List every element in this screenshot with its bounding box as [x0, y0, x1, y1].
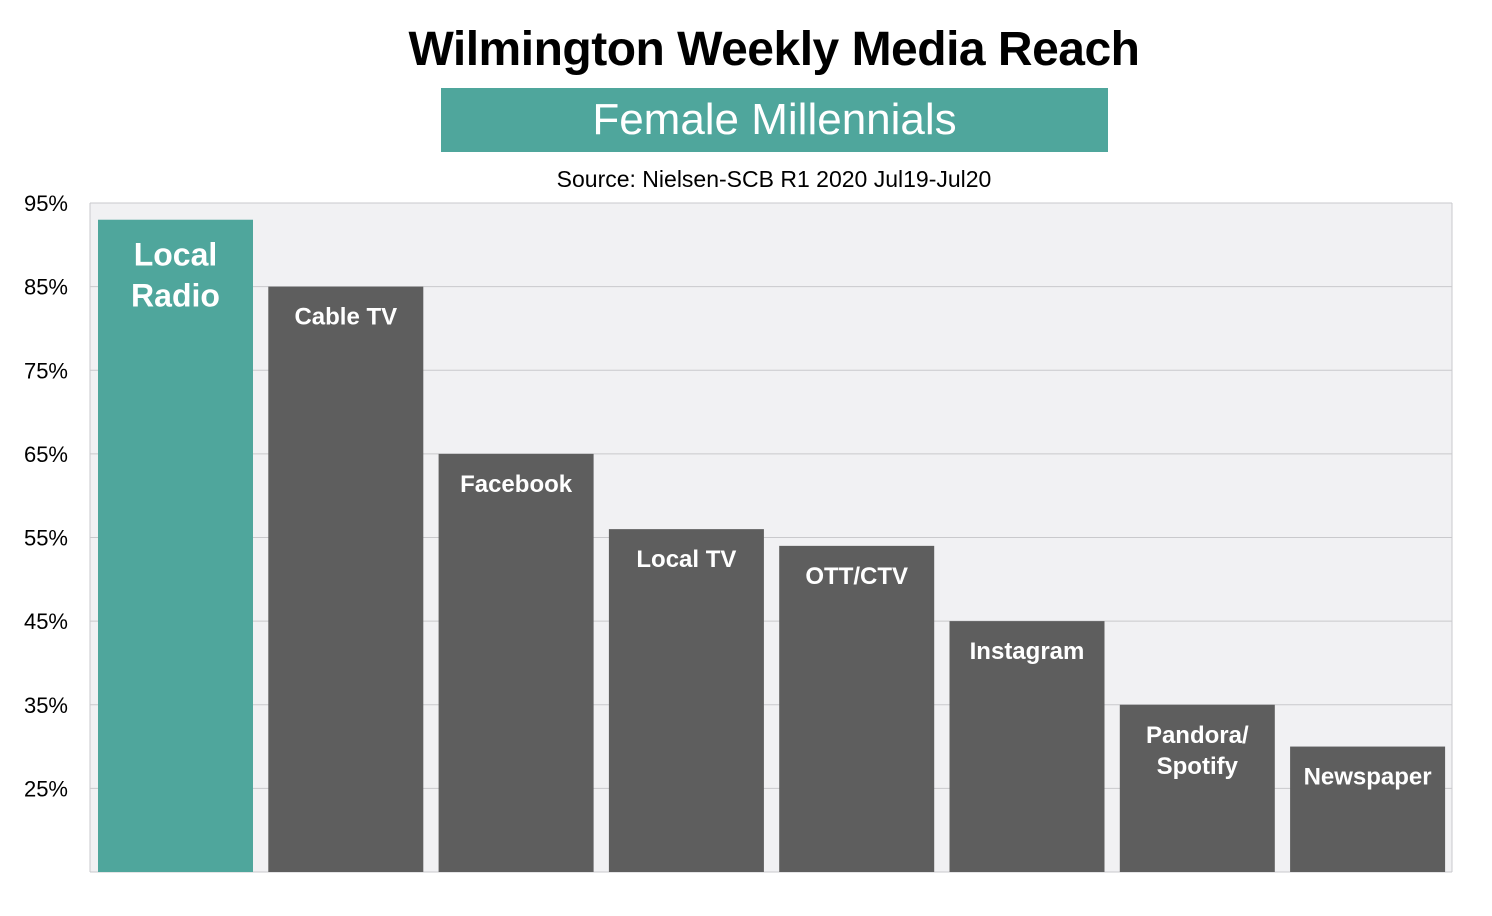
y-tick-label: 95%	[24, 191, 68, 216]
bar-local-tv	[608, 529, 764, 872]
bar-label: Instagram	[970, 638, 1085, 665]
bar-facebook	[438, 453, 594, 872]
source-note: Source: Nielsen-SCB R1 2020 Jul19-Jul20	[556, 166, 992, 192]
bars	[98, 219, 1446, 873]
bar-instagram	[949, 621, 1105, 872]
bar-label: OTT/CTV	[805, 563, 908, 590]
bar-label: Facebook	[460, 471, 573, 498]
y-tick-label: 65%	[24, 442, 68, 467]
y-tick-label: 45%	[24, 609, 68, 634]
bar-ott-ctv	[779, 545, 935, 872]
bar-newspaper	[1290, 746, 1446, 872]
y-tick-label: 55%	[24, 526, 68, 551]
bar-label: Local Radio	[131, 237, 220, 314]
y-tick-label: 75%	[24, 358, 68, 383]
y-tick-label: 35%	[24, 693, 68, 718]
y-axis: 25% 35% 45% 55% 65% 75% 85% 95%	[24, 191, 1453, 873]
bar-labels: Local Radio Cable TV Facebook Local TV OTT/CT…	[131, 237, 1432, 791]
bar-cable-tv	[268, 286, 424, 872]
chart-subtitle: Female Millennials	[441, 88, 1108, 152]
bar-label: Cable TV	[294, 304, 397, 331]
y-tick-label: 25%	[24, 776, 68, 801]
bar-label: Newspaper	[1304, 764, 1432, 791]
bar-local-radio	[98, 219, 253, 873]
bar-label: Pandora/Spotify	[1146, 722, 1249, 780]
y-tick-label: 85%	[24, 275, 68, 300]
bar-label: Local TV	[636, 546, 736, 573]
bar-pandora-spotify	[1119, 704, 1275, 872]
chart-title: Wilmington Weekly Media Reach	[408, 23, 1141, 76]
